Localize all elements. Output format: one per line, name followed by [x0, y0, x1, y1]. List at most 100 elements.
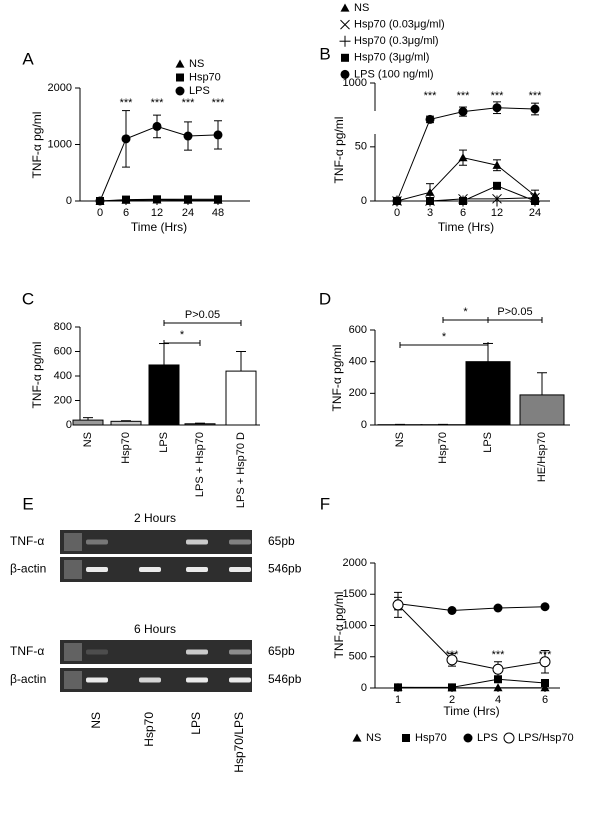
legend-marker [339, 35, 351, 47]
y-tick-label: 1000 [343, 77, 367, 89]
marker [530, 104, 540, 114]
bar [519, 394, 565, 426]
gel-row-label: β-actin [10, 562, 46, 576]
y-tick-label: 400 [349, 356, 367, 368]
y-tick-label: 1500 [343, 588, 367, 600]
gel-row-label: TNF-α [10, 644, 44, 658]
legend-marker [352, 733, 362, 742]
significance: *** [120, 97, 134, 109]
gel-band [186, 539, 208, 545]
bar [110, 420, 142, 426]
panel-letter: C [22, 289, 34, 308]
legend-label: LPS [189, 85, 210, 97]
x-tick-label: LPS + Hsp70 [194, 432, 206, 497]
x-tick-label: Hsp70 [120, 432, 132, 464]
panel-letter: E [22, 494, 33, 513]
x-tick-label: 6 [123, 207, 129, 219]
y-axis-label: TNF-α pg/ml [30, 342, 44, 409]
marker [425, 114, 435, 124]
x-axis-label: Time (Hrs) [438, 220, 494, 234]
gel-row-label: β-actin [10, 672, 46, 686]
marker [491, 195, 503, 207]
y-axis-label: TNF-α pg/ml [330, 345, 344, 412]
bracket-label: P>0.05 [497, 306, 532, 318]
marker [394, 683, 402, 692]
lane-label: NS [89, 712, 103, 729]
legend-marker [340, 3, 350, 12]
ladder [64, 560, 82, 579]
x-tick-label: 0 [97, 207, 103, 219]
marker [392, 599, 404, 611]
x-tick-label: 2 [449, 694, 455, 706]
legend-label: Hsp70 [189, 71, 221, 83]
marker [459, 197, 467, 205]
panel-letter: D [319, 289, 331, 308]
series-line [397, 604, 546, 670]
significance: *** [457, 90, 471, 102]
gel-strip [60, 530, 252, 554]
gel-title: 6 Hours [134, 622, 176, 636]
marker [392, 196, 402, 206]
marker [540, 683, 550, 692]
y-tick-label: 500 [349, 651, 367, 663]
significance: *** [491, 90, 505, 102]
x-tick-label: 4 [495, 694, 501, 706]
legend-marker [402, 734, 410, 742]
gel-band [229, 677, 251, 683]
series-line [396, 157, 536, 202]
gel-band [229, 649, 251, 655]
gel-band [86, 567, 108, 572]
marker [458, 107, 468, 117]
marker [214, 195, 222, 204]
x-tick-label: 1 [395, 694, 401, 706]
bracket-label: * [442, 331, 447, 343]
legend-label: NS [354, 2, 369, 14]
marker [531, 197, 539, 205]
y-axis-label: TNF-α pg/ml [332, 592, 346, 659]
gel-band [186, 649, 208, 655]
ladder [64, 671, 82, 689]
legend-marker [175, 86, 185, 96]
marker [493, 683, 503, 692]
y-tick-label: 800 [54, 321, 72, 333]
x-tick-label: 48 [212, 207, 224, 219]
gel-band [86, 539, 108, 545]
significance: *** [182, 97, 196, 109]
y-tick-label: 0 [66, 419, 72, 431]
marker [493, 603, 503, 613]
ladder [64, 643, 82, 661]
marker-stroke [340, 19, 350, 30]
y-tick-label: 2000 [48, 82, 72, 94]
series-line [398, 678, 546, 688]
y-tick-label: 0 [361, 419, 367, 431]
legend-label: NS [366, 732, 381, 744]
significance: *** [446, 649, 460, 661]
series-line [396, 107, 536, 202]
marker [492, 160, 502, 169]
y-tick-label: 1000 [48, 138, 72, 150]
marker [446, 654, 458, 666]
ladder [64, 533, 82, 551]
x-tick-label: 3 [427, 207, 433, 219]
marker [492, 103, 502, 113]
gel-band [86, 677, 108, 683]
gel-size-label: 65pb [268, 644, 295, 658]
x-tick-label: 0 [394, 207, 400, 219]
legend-marker [463, 733, 473, 743]
legend-label: Hsp70 (3μg/ml) [354, 52, 429, 64]
marker [152, 121, 162, 131]
gel-band [139, 567, 161, 572]
marker [458, 153, 468, 162]
significance: *** [212, 97, 226, 109]
lane-label: Hsp70 [142, 712, 156, 747]
y-tick-label: 0 [66, 195, 72, 207]
x-tick-label: Hsp70 [437, 432, 449, 464]
y-tick-label: 50 [355, 141, 367, 153]
y-axis-label: TNF-α pg/ml [30, 112, 44, 179]
error-bar [537, 372, 547, 395]
y-tick-label: 200 [349, 387, 367, 399]
marker [425, 187, 435, 196]
marker [492, 663, 504, 675]
y-tick-label: 200 [54, 394, 72, 406]
